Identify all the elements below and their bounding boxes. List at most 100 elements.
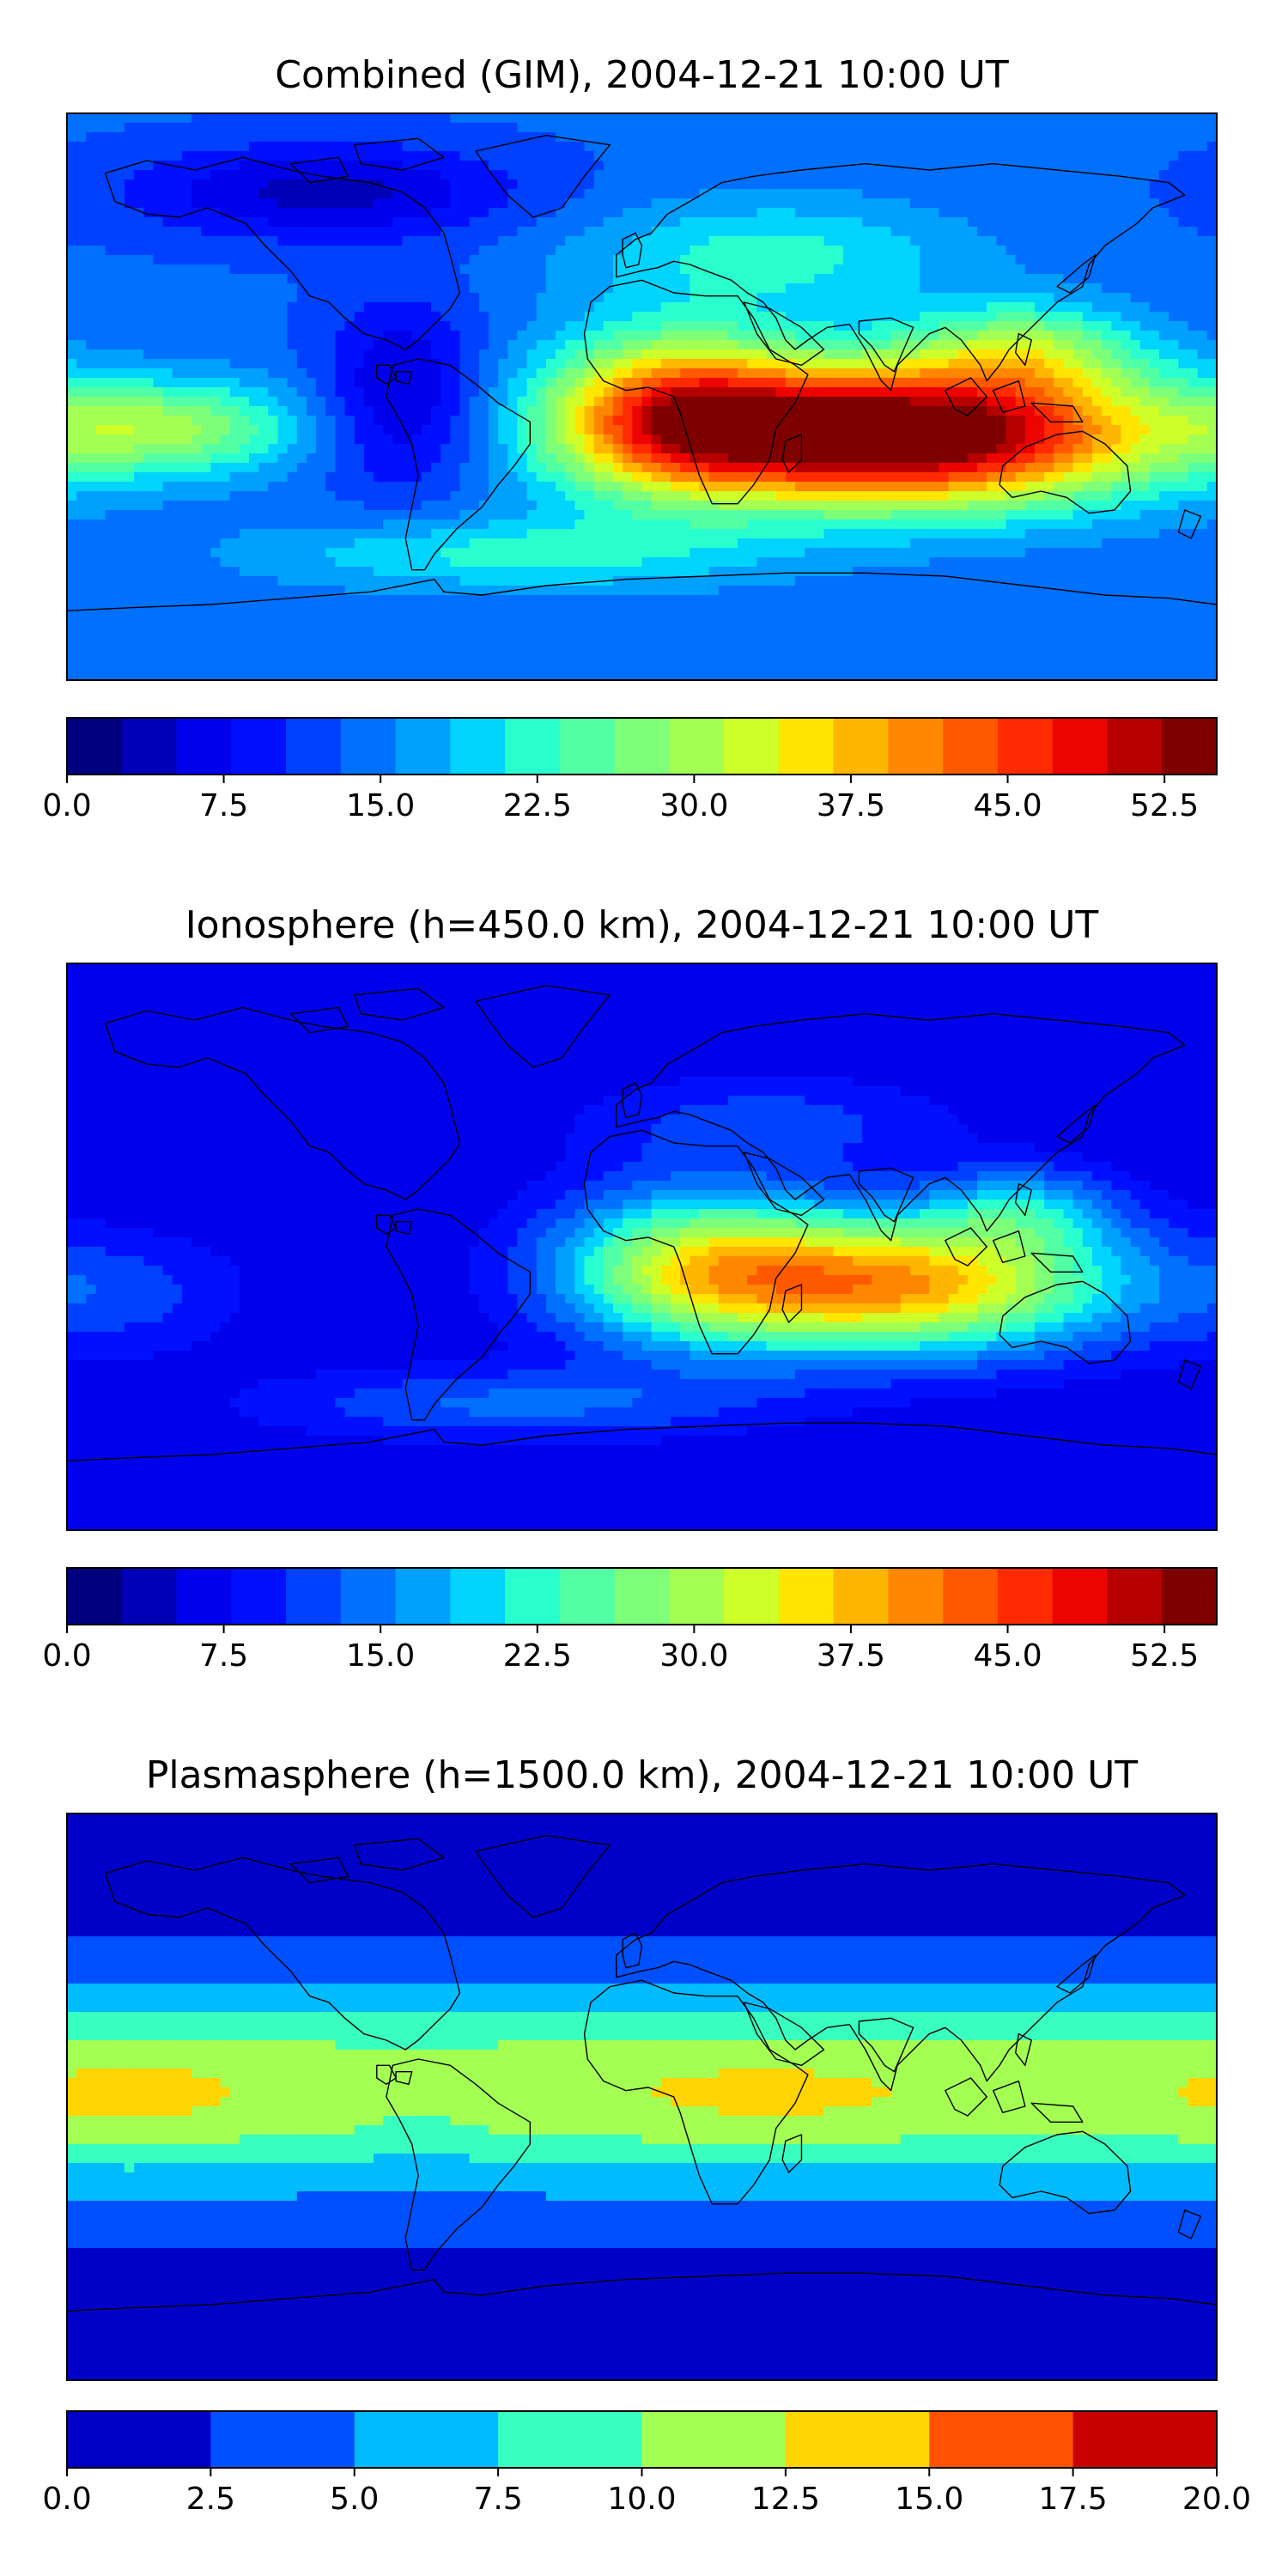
field-cell xyxy=(172,302,183,313)
field-cell xyxy=(756,236,768,246)
field-cell xyxy=(747,208,757,218)
field-cell xyxy=(1149,274,1160,284)
field-cell xyxy=(775,217,787,228)
field-cell xyxy=(920,472,930,483)
field-cell xyxy=(1082,142,1093,152)
field-cell xyxy=(450,368,461,379)
field-cell xyxy=(833,453,844,464)
field-cell xyxy=(900,208,911,218)
field-cell xyxy=(287,246,298,256)
field-cell xyxy=(325,312,337,322)
field-cell xyxy=(565,151,575,161)
field-cell xyxy=(363,142,374,152)
field-cell xyxy=(556,255,566,265)
field-cell xyxy=(354,208,365,218)
field-cell xyxy=(718,113,729,124)
field-cell xyxy=(651,264,662,275)
field-cell xyxy=(670,406,681,416)
field-cell xyxy=(1091,397,1103,407)
field-cell xyxy=(823,151,835,161)
field-cell xyxy=(967,331,978,341)
field-cell xyxy=(1130,246,1141,256)
field-cell xyxy=(747,113,757,124)
field-cell xyxy=(239,283,250,294)
field-cell xyxy=(766,208,777,218)
field-cell xyxy=(1072,161,1084,171)
field-cell xyxy=(421,312,432,322)
field-cell xyxy=(613,491,623,501)
field-cell xyxy=(1169,132,1179,143)
field-cell xyxy=(507,425,519,435)
field-cell xyxy=(162,264,173,275)
field-cell xyxy=(699,501,710,511)
field-cell xyxy=(421,397,432,407)
field-cell xyxy=(105,378,116,388)
field-cell xyxy=(1188,453,1199,464)
field-cell xyxy=(239,264,250,275)
field-cell xyxy=(1130,397,1141,407)
field-cell xyxy=(1102,406,1112,416)
field-cell xyxy=(584,501,595,511)
field-cell xyxy=(1072,123,1084,133)
field-cell xyxy=(756,406,768,416)
field-cell xyxy=(805,293,815,303)
field-cell xyxy=(363,387,374,398)
field-cell xyxy=(939,198,950,209)
field-cell xyxy=(478,246,489,256)
field-cell xyxy=(574,472,586,483)
field-cell xyxy=(143,123,155,133)
field-cell xyxy=(641,274,653,284)
field-cell xyxy=(488,208,499,218)
field-cell xyxy=(852,472,863,483)
field-cell xyxy=(632,359,643,369)
field-cell xyxy=(996,283,1007,294)
field-cell xyxy=(795,368,805,379)
field-cell xyxy=(1063,123,1074,133)
field-cell xyxy=(383,331,393,341)
field-cell xyxy=(660,472,671,483)
field-cell xyxy=(383,397,393,407)
field-cell xyxy=(431,349,441,360)
field-cell xyxy=(823,406,835,416)
field-cell xyxy=(1044,463,1054,473)
field-cell xyxy=(249,151,259,161)
field-cell xyxy=(1197,113,1208,124)
field-cell xyxy=(134,236,144,246)
field-cell xyxy=(1188,113,1199,124)
field-cell xyxy=(909,434,920,445)
field-cell xyxy=(258,406,269,416)
field-cell xyxy=(1111,217,1122,228)
field-cell xyxy=(632,453,643,464)
field-cell xyxy=(1178,349,1189,360)
field-cell xyxy=(766,472,777,483)
field-cell xyxy=(488,463,499,473)
field-cell xyxy=(536,501,547,511)
field-cell xyxy=(996,161,1007,171)
field-cell xyxy=(670,293,681,303)
field-cell xyxy=(909,142,920,152)
field-cell xyxy=(862,416,872,426)
field-cell xyxy=(747,283,757,294)
field-cell xyxy=(872,463,883,473)
field-cell xyxy=(201,236,211,246)
field-cell xyxy=(86,123,97,133)
field-cell xyxy=(1072,151,1084,161)
field-cell xyxy=(469,472,480,483)
field-cell xyxy=(374,123,384,133)
field-cell xyxy=(210,406,222,416)
field-cell xyxy=(1072,387,1084,398)
field-cell xyxy=(507,416,519,426)
field-cell xyxy=(574,113,586,124)
field-cell xyxy=(344,142,355,152)
field-cell xyxy=(1121,406,1132,416)
field-cell xyxy=(920,312,930,322)
field-cell xyxy=(939,246,950,256)
field-cell xyxy=(613,378,623,388)
field-cell xyxy=(1044,274,1054,284)
field-cell xyxy=(114,170,125,180)
field-cell xyxy=(239,255,250,265)
field-cell xyxy=(363,113,374,124)
field-cell xyxy=(909,189,920,199)
field-cell xyxy=(814,255,825,265)
chart-panel-1: Combined (GIM), 2004-12-21 10:00 UT0.0 7.… xyxy=(42,53,1218,823)
